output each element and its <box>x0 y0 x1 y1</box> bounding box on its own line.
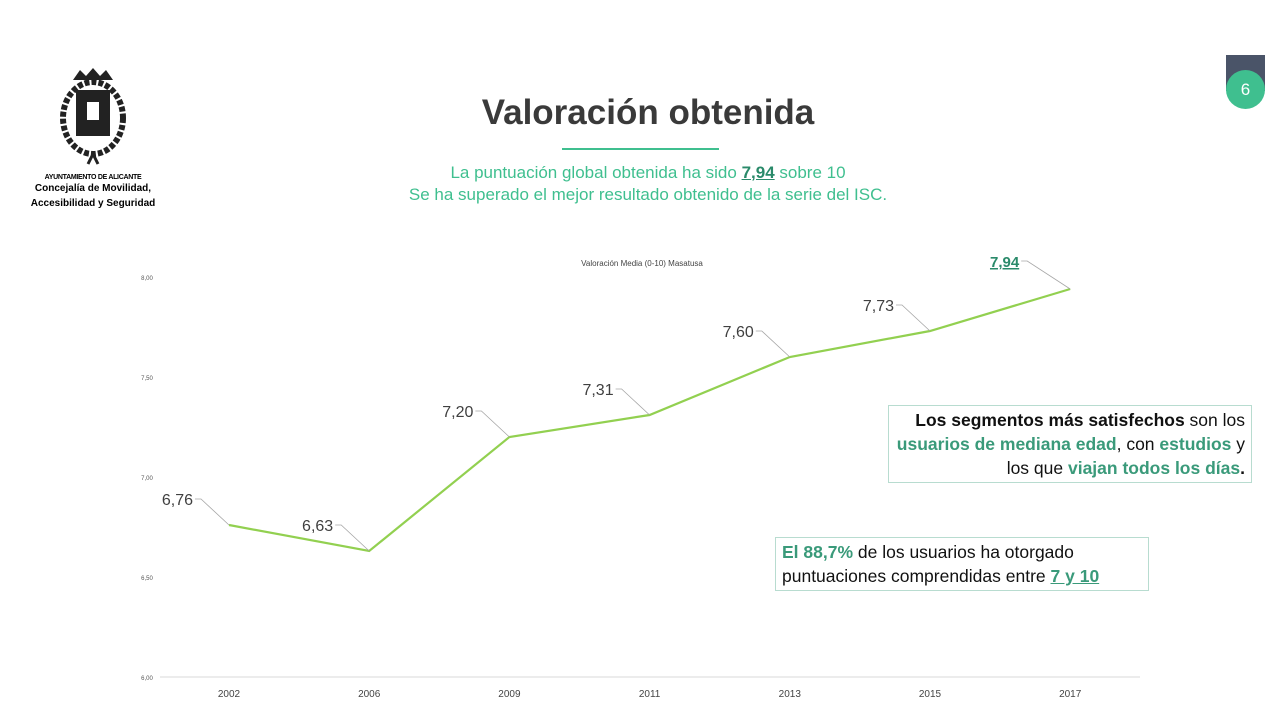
data-label: 7,73 <box>863 298 894 315</box>
data-label: 7,60 <box>723 324 754 341</box>
x-tick-label: 2017 <box>1059 689 1082 700</box>
x-tick-label: 2009 <box>498 689 521 700</box>
leader-line <box>195 498 230 526</box>
data-label: 6,76 <box>162 492 193 509</box>
leader-line <box>335 524 370 552</box>
y-tick-label: 7,00 <box>141 476 153 482</box>
page-number: 6 <box>1226 70 1265 109</box>
y-tick-label: 8,00 <box>141 276 153 282</box>
global-score: 7,94 <box>741 163 775 182</box>
leader-line <box>615 388 650 416</box>
leader-line <box>896 304 931 332</box>
chart-title: Valoración Media (0-10) Masatusa <box>581 259 703 268</box>
title-underline <box>562 148 719 150</box>
y-tick-label: 6,50 <box>141 576 153 582</box>
data-label: 6,63 <box>302 518 333 535</box>
leader-line <box>755 330 791 358</box>
subtitle-line1: La puntuación global obtenida ha sido 7,… <box>450 163 846 182</box>
data-label: 7,20 <box>442 404 473 421</box>
data-label: 7,31 <box>582 382 613 399</box>
x-tick-label: 2013 <box>779 689 802 700</box>
x-tick-label: 2015 <box>919 689 942 700</box>
data-label: 7,94 <box>990 254 1020 271</box>
x-tick-label: 2006 <box>358 689 381 700</box>
percentage-note: El 88,7% de los usuarios ha otorgado pun… <box>775 537 1149 591</box>
segments-note: Los segmentos más satisfechos son los us… <box>888 405 1252 483</box>
y-tick-label: 6,00 <box>141 676 153 682</box>
subtitle-line2: Se ha superado el mejor resultado obteni… <box>408 185 888 204</box>
page-title: Valoración obtenida <box>481 93 815 132</box>
leader-line <box>1021 260 1071 290</box>
x-tick-label: 2011 <box>639 689 661 700</box>
logo: AYUNTAMIENTO DE ALICANTE Concejalía de M… <box>18 68 168 211</box>
y-tick-label: 7,50 <box>141 376 153 382</box>
coat-of-arms-icon <box>60 68 126 165</box>
leader-line <box>475 410 510 438</box>
x-tick-label: 2002 <box>218 689 241 700</box>
